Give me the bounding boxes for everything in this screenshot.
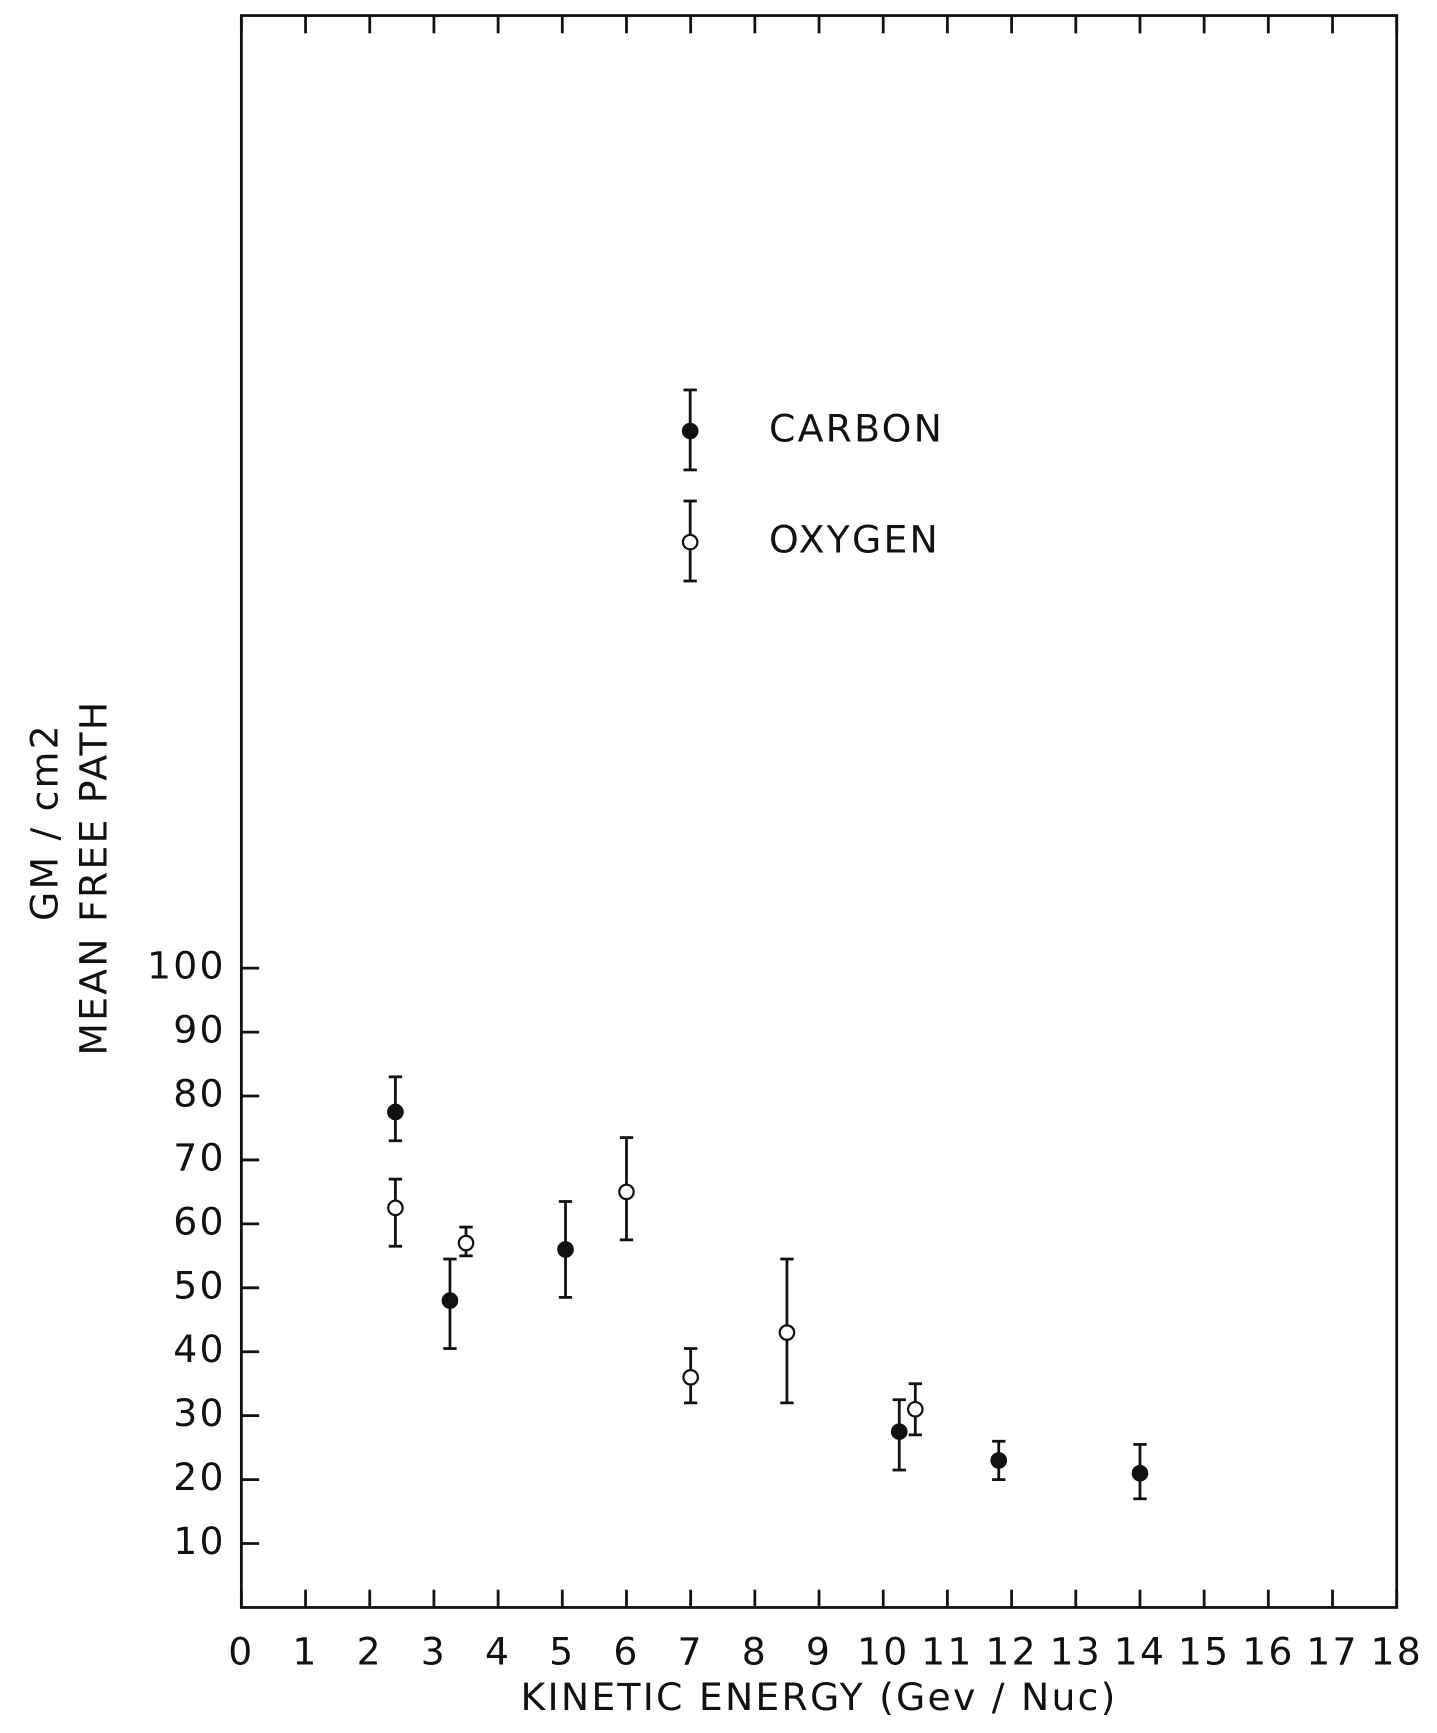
y-tick-label: 40 (173, 1327, 226, 1371)
legend-marker (681, 533, 699, 551)
point (682, 1368, 699, 1386)
x-tick-label: 5 (549, 1630, 575, 1674)
legend-label: OXYGEN (769, 518, 940, 562)
x-tick-label: 16 (1242, 1630, 1295, 1674)
x-tick-label: 11 (921, 1630, 974, 1674)
y-tick-label: 80 (173, 1072, 226, 1116)
point (990, 1452, 1008, 1469)
point (1131, 1464, 1149, 1482)
x-tick-label: 15 (1178, 1630, 1230, 1674)
x-tick-label: 4 (485, 1630, 511, 1674)
x-tick-label: 17 (1306, 1630, 1358, 1674)
point (890, 1423, 908, 1440)
legend-label: CARBON (769, 407, 944, 451)
point (441, 1292, 459, 1309)
plot-frame (239, 14, 1399, 1609)
x-tick-label: 9 (806, 1630, 832, 1674)
y-tick-label: 50 (173, 1263, 226, 1307)
x-tick-label: 7 (678, 1630, 704, 1674)
x-tick-label: 2 (357, 1630, 383, 1674)
y-tick-label: 70 (173, 1135, 226, 1179)
x-tick-label: 1 (292, 1630, 318, 1674)
y-tick-label: 60 (173, 1199, 226, 1243)
x-tick-label: 6 (613, 1630, 639, 1674)
y-tick-label: 90 (173, 1008, 226, 1052)
x-tick-label: 3 (421, 1630, 447, 1674)
y-axis-label: MEAN FREE PATH (71, 700, 115, 1056)
x-tick-label: 0 (228, 1630, 254, 1674)
point (387, 1199, 404, 1217)
x-tick-label: 13 (1050, 1630, 1103, 1674)
point (778, 1324, 796, 1341)
x-tick-label: 12 (985, 1630, 1038, 1674)
y-tick-label: 20 (173, 1455, 226, 1499)
point (557, 1241, 574, 1258)
x-tick-label: 18 (1370, 1630, 1423, 1674)
point (457, 1234, 475, 1252)
y-axis-label: GM / cm2 (22, 723, 66, 921)
point (387, 1103, 404, 1121)
x-axis-label: KINETIC ENERGY (Gev / Nuc) (521, 1675, 1118, 1719)
y-tick-label: 10 (173, 1519, 226, 1563)
x-tick-label: 8 (742, 1630, 768, 1674)
y-tick-label: 100 (147, 944, 226, 988)
point (906, 1400, 924, 1418)
x-tick-label: 10 (857, 1630, 910, 1674)
y-tick-label: 30 (173, 1391, 226, 1435)
point (618, 1183, 635, 1201)
legend-marker (681, 422, 699, 440)
x-tick-label: 14 (1114, 1630, 1167, 1674)
